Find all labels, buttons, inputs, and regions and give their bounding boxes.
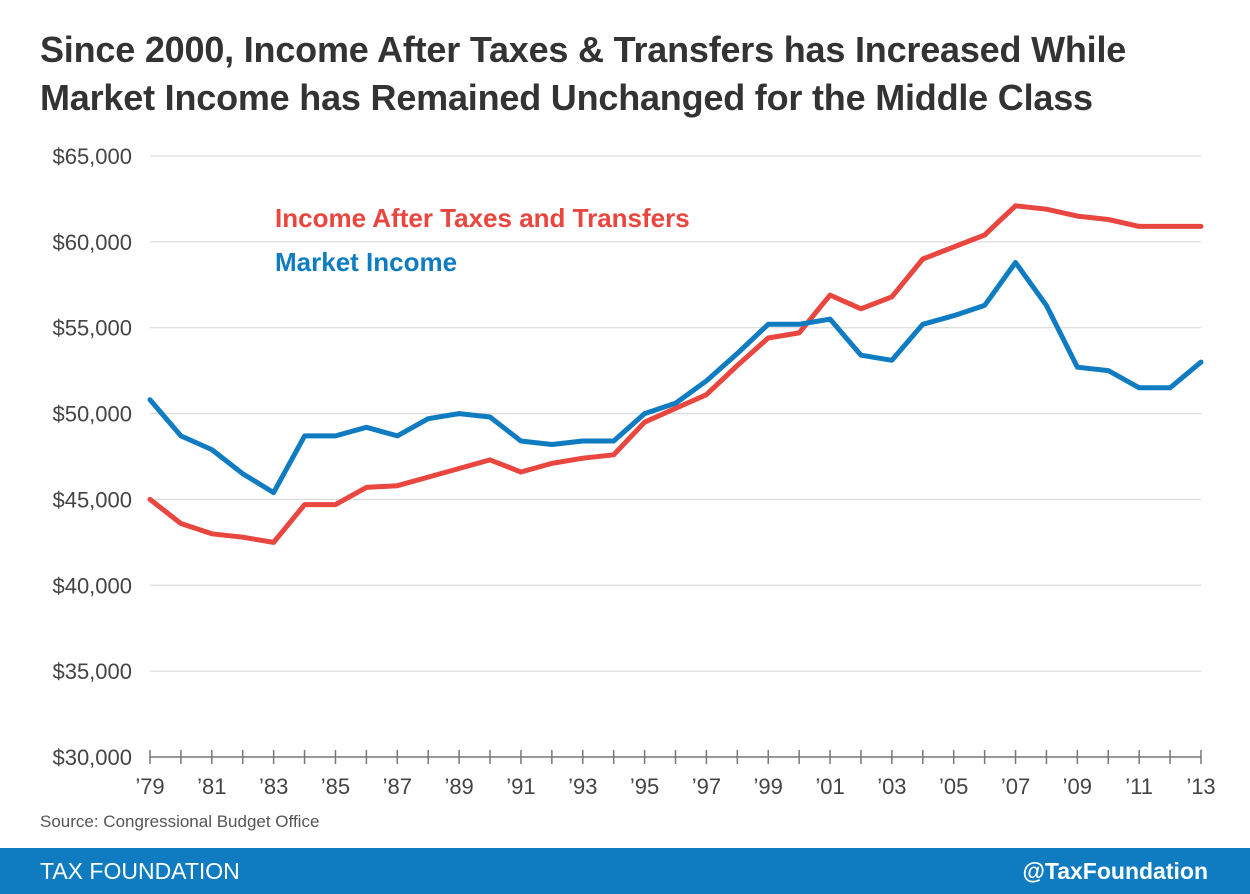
y-axis-labels: $30,000 $35,000 $40,000 $45,000 $50,000 $55,0…	[52, 144, 132, 770]
y-tick-label: $30,000	[52, 745, 132, 770]
grid-lines	[150, 155, 1201, 672]
y-tick-label: $65,000	[52, 144, 132, 169]
x-tick-label: ’13	[1186, 774, 1215, 799]
x-tick-label: ’05	[939, 774, 968, 799]
legend-market-income: Market Income	[275, 247, 457, 277]
x-tick-label: ’97	[692, 774, 721, 799]
x-tick-label: ’09	[1063, 774, 1092, 799]
x-tick-label: ’95	[630, 774, 659, 799]
series-after-tax-line	[147, 203, 1204, 545]
x-tick-label: ’87	[383, 774, 412, 799]
x-tick-label: ’99	[754, 774, 783, 799]
x-tick-label: ’91	[506, 774, 535, 799]
legend-after-tax: Income After Taxes and Transfers	[275, 203, 690, 233]
series-market-income-line	[147, 260, 1204, 496]
x-tick-label: ’01	[815, 774, 844, 799]
x-tick-label: ’83	[259, 774, 288, 799]
x-tick-label: ’81	[197, 774, 226, 799]
y-tick-label: $40,000	[52, 573, 132, 598]
title-line-1: Since 2000, Income After Taxes & Transfe…	[40, 29, 1127, 70]
x-axis: ’79 ’81 ’83 ’85 ’87 ’89 ’91 ’93 ’95 ’97 ’99 ’01 ’03 ’…	[135, 750, 1216, 799]
footer-bar: TAX FOUNDATION @TaxFoundation	[0, 848, 1250, 894]
x-tick-label: ’85	[321, 774, 350, 799]
chart-title: Since 2000, Income After Taxes & Transfe…	[40, 26, 1220, 122]
source-note: Source: Congressional Budget Office	[40, 812, 320, 831]
title-line-2: Market Income has Remained Unchanged for…	[40, 77, 1093, 118]
y-tick-label: $35,000	[52, 659, 132, 684]
y-tick-label: $55,000	[52, 316, 132, 341]
y-tick-label: $50,000	[52, 402, 132, 427]
brand-name: TAX FOUNDATION	[40, 858, 240, 884]
y-tick-label: $60,000	[52, 230, 132, 255]
x-tick-label: ’79	[135, 774, 164, 799]
social-handle[interactable]: @TaxFoundation	[1022, 858, 1208, 884]
x-tick-label: ’03	[877, 774, 906, 799]
x-tick-label: ’93	[568, 774, 597, 799]
x-tick-label: ’89	[444, 774, 473, 799]
x-tick-label: ’07	[1001, 774, 1030, 799]
y-tick-label: $45,000	[52, 487, 132, 512]
x-tick-label: ’11	[1125, 774, 1153, 799]
series-lines	[147, 203, 1204, 545]
line-chart: $30,000 $35,000 $40,000 $45,000 $50,000 $55,0…	[52, 144, 1216, 799]
